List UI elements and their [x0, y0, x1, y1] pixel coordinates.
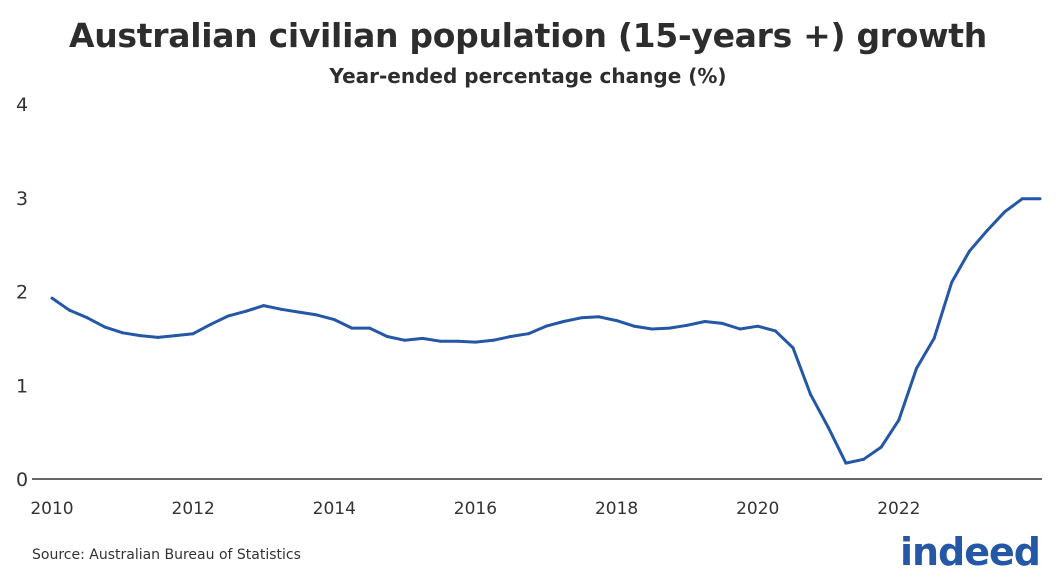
data-point	[385, 335, 389, 338]
data-point	[950, 280, 954, 284]
data-point	[773, 329, 777, 333]
y-tick-label: 1	[16, 375, 28, 397]
data-point	[632, 324, 636, 328]
data-point	[315, 313, 319, 317]
data-point	[421, 336, 424, 340]
indeed-logo: indeed	[899, 530, 1041, 574]
data-point	[932, 336, 936, 340]
data-point	[368, 326, 372, 330]
data-point	[491, 338, 495, 342]
x-tick-label: 2014	[313, 499, 356, 519]
data-point	[68, 308, 72, 312]
data-point	[138, 334, 142, 338]
chart-title: Australian civilian population (15-years…	[69, 16, 987, 55]
data-point	[332, 318, 336, 322]
x-tick-label: 2010	[30, 499, 73, 519]
y-tick-label: 0	[16, 469, 28, 491]
data-point	[244, 309, 248, 313]
series-line	[51, 197, 1040, 465]
data-point	[438, 339, 442, 343]
data-point	[121, 331, 125, 335]
data-point	[826, 425, 830, 429]
source-note: Source: Australian Bureau of Statistics	[32, 547, 301, 563]
data-point	[650, 327, 654, 331]
x-tick-label: 2022	[877, 499, 920, 519]
data-point	[685, 323, 689, 327]
data-point	[209, 322, 213, 326]
data-point	[174, 334, 177, 338]
data-point	[579, 316, 583, 320]
data-point	[985, 229, 989, 233]
data-point	[1003, 210, 1007, 214]
data-point	[738, 327, 742, 331]
data-point	[862, 457, 866, 461]
chart-subtitle: Year-ended percentage change (%)	[329, 64, 727, 88]
data-point	[403, 338, 407, 342]
data-point	[544, 324, 548, 328]
data-point	[720, 321, 724, 325]
data-point	[50, 296, 54, 300]
data-point	[967, 249, 971, 253]
x-tick-label: 2012	[172, 499, 215, 519]
data-point	[526, 332, 530, 336]
data-point	[509, 335, 513, 338]
x-tick-label: 2020	[736, 499, 779, 519]
data-point	[191, 332, 195, 336]
x-tick-label: 2016	[454, 499, 497, 519]
data-point	[85, 316, 89, 320]
data-point	[350, 326, 354, 330]
data-point	[703, 320, 707, 323]
data-point	[456, 339, 460, 343]
data-point	[226, 314, 230, 318]
y-tick-label: 4	[16, 94, 28, 116]
x-tick-label: 2018	[595, 499, 638, 519]
data-point	[1038, 197, 1042, 201]
data-point	[597, 315, 601, 319]
data-point	[1020, 197, 1024, 201]
data-point	[297, 310, 301, 314]
data-point	[262, 304, 266, 308]
data-point	[879, 445, 883, 449]
data-point	[615, 319, 619, 323]
y-tick-label: 3	[16, 188, 28, 210]
data-point	[473, 340, 477, 344]
data-point	[103, 325, 107, 329]
data-point	[897, 418, 901, 422]
data-point	[791, 346, 795, 350]
y-tick-label: 2	[16, 282, 28, 304]
data-point	[562, 320, 566, 323]
data-point	[844, 461, 848, 465]
data-point	[668, 326, 671, 330]
data-point	[756, 324, 760, 328]
data-point	[279, 307, 283, 311]
data-point	[915, 366, 918, 370]
data-point	[156, 335, 160, 339]
data-point	[809, 393, 813, 397]
